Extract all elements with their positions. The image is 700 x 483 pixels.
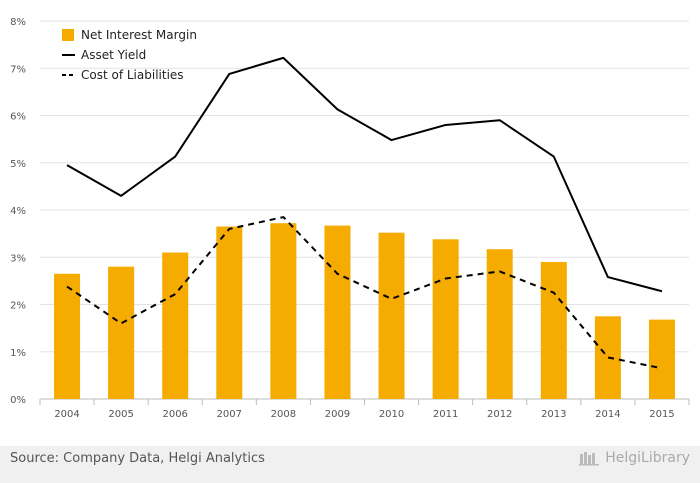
x-tick-label: 2006 xyxy=(162,409,187,420)
footer: Source: Company Data, Helgi Analytics He… xyxy=(0,446,700,483)
x-tick-label: 2010 xyxy=(379,409,404,420)
brand-text: HelgiLibrary xyxy=(605,450,690,466)
brand-logo: HelgiLibrary xyxy=(579,450,690,466)
x-axis-ticks: 2004 2005 2006 2007 2008 2009 2010 2011 2012 2013… xyxy=(39,399,690,420)
x-tick-label: 2008 xyxy=(271,409,296,420)
source-text: Source: Company Data, Helgi Analytics xyxy=(10,451,265,466)
chart: 0%1%2%3%4%5%6%7%8% 2004 2005 2006 2007 2008 2… xyxy=(10,17,690,420)
bar-net-interest-margin xyxy=(162,252,189,399)
y-axis-ticks: 0% 1% 2% 3% 4% 5% 6% 7% 8% xyxy=(10,17,26,406)
bar-series xyxy=(54,223,675,399)
x-tick-label: 2009 xyxy=(325,409,350,420)
bar-net-interest-margin xyxy=(108,266,135,399)
x-tick-label: 2011 xyxy=(433,409,458,420)
line-series xyxy=(66,56,663,370)
x-tick-label: 2004 xyxy=(54,409,79,420)
bar-net-interest-margin xyxy=(486,249,513,399)
y-tick-label: 7% xyxy=(10,64,26,75)
bar-net-interest-margin xyxy=(324,225,351,399)
legend-label: Cost of Liabilities xyxy=(81,68,184,82)
bar-net-interest-margin xyxy=(378,232,405,399)
bar-net-interest-margin xyxy=(540,261,567,399)
legend-label: Asset Yield xyxy=(81,48,146,62)
legend-label: Net Interest Margin xyxy=(81,28,197,42)
y-tick-label: 6% xyxy=(10,112,26,123)
y-tick-label: 3% xyxy=(10,253,26,264)
bar-net-interest-margin xyxy=(594,316,621,399)
gridlines xyxy=(40,20,689,400)
y-tick-label: 4% xyxy=(10,206,26,217)
y-tick-label: 0% xyxy=(10,395,26,406)
y-tick-label: 5% xyxy=(10,159,26,170)
y-tick-label: 2% xyxy=(10,301,26,312)
bar-net-interest-margin xyxy=(216,226,243,399)
legend: Net Interest Margin Asset Yield Cost of Li… xyxy=(62,28,197,82)
bar-net-interest-margin xyxy=(54,273,81,399)
bar-net-interest-margin xyxy=(432,239,459,399)
bar-net-interest-margin xyxy=(270,223,297,399)
y-tick-label: 8% xyxy=(10,17,26,28)
x-tick-label: 2005 xyxy=(108,409,133,420)
line-cost-of-liabilities xyxy=(66,216,663,370)
y-tick-label: 1% xyxy=(10,348,26,359)
x-tick-label: 2013 xyxy=(541,409,566,420)
x-tick-label: 2014 xyxy=(595,409,620,420)
x-tick-label: 2007 xyxy=(217,409,242,420)
line-asset-yield xyxy=(66,56,663,293)
library-icon xyxy=(579,452,600,466)
x-tick-label: 2012 xyxy=(487,409,512,420)
x-tick-label: 2015 xyxy=(649,409,674,420)
bar-net-interest-margin xyxy=(648,319,675,399)
legend-swatch xyxy=(62,29,74,41)
